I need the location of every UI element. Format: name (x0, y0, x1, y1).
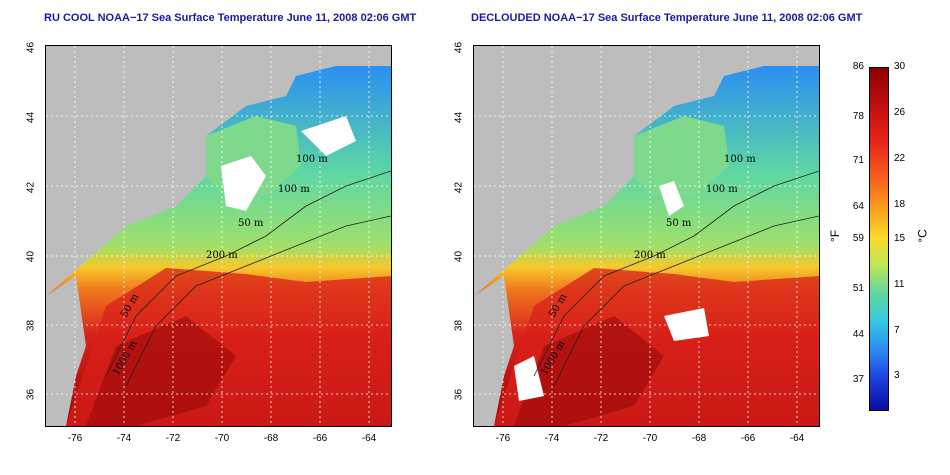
colorbar-fahrenheit-tick: 51 (852, 283, 864, 294)
lon-tick: -72 (593, 433, 609, 444)
lon-tick: -74 (544, 433, 560, 444)
isobath-label: 100 m (296, 154, 328, 165)
colorbar-fahrenheit-tick: 37 (852, 374, 864, 385)
colorbar-celsius-tick: 15 (894, 233, 906, 244)
isobath-label: 100 m (706, 184, 738, 195)
lon-tick: -68 (263, 433, 279, 444)
lat-tick: 36 (25, 388, 37, 401)
lon-tick: -74 (116, 433, 132, 444)
lat-tick: 40 (453, 250, 465, 263)
isobath-label: 200 m (634, 250, 666, 261)
fahrenheit-unit-label: °F (828, 229, 843, 243)
lon-tick: -66 (312, 433, 328, 444)
colorbar-fahrenheit-tick: 59 (852, 233, 864, 244)
lat-tick: 36 (453, 388, 465, 401)
lon-tick: -72 (165, 433, 181, 444)
colorbar-celsius-tick: 11 (894, 279, 905, 290)
temperature-colorbar (869, 67, 889, 411)
lon-tick: -64 (361, 433, 377, 444)
colorbar-celsius-tick: 18 (894, 199, 906, 210)
lat-tick: 38 (453, 319, 465, 332)
lat-tick: 46 (25, 41, 37, 54)
isobath-label: 50 m (666, 218, 692, 229)
right-map-title: DECLOUDED NOAA−17 Sea Surface Temperatur… (471, 12, 863, 24)
colorbar-celsius-tick: 30 (894, 61, 906, 72)
colorbar-fahrenheit-tick: 71 (852, 155, 864, 166)
colorbar-celsius-tick: 26 (894, 107, 906, 118)
lon-tick: -70 (642, 433, 658, 444)
isobath-label: 50 m (238, 218, 264, 229)
colorbar-celsius-tick: 3 (894, 370, 900, 381)
celsius-unit-label: °C (915, 229, 930, 243)
lon-tick: -76 (495, 433, 511, 444)
isobath-label: 100 m (724, 154, 756, 165)
isobath-label: 200 m (206, 250, 238, 261)
colorbar-fahrenheit-tick: 64 (852, 201, 864, 212)
lat-tick: 42 (25, 181, 37, 194)
lat-tick: 40 (25, 250, 37, 263)
lon-tick: -70 (214, 433, 230, 444)
left-sst-image: 100 m 100 m 50 m 200 m 50 m 1000 m (46, 46, 391, 426)
right-sst-image: 100 m 100 m 50 m 200 m 50 m 1000 m (474, 46, 819, 426)
colorbar-fahrenheit-tick: 86 (852, 61, 864, 72)
lat-tick: 46 (453, 41, 465, 54)
lon-tick: -76 (67, 433, 83, 444)
colorbar-celsius-tick: 22 (894, 153, 906, 164)
lon-tick: -66 (740, 433, 756, 444)
lat-tick: 38 (25, 319, 37, 332)
colorbar-celsius-tick: 7 (894, 325, 900, 336)
left-map-title: RU COOL NOAA−17 Sea Surface Temperature … (44, 12, 417, 24)
right-sst-map: 100 m 100 m 50 m 200 m 50 m 1000 m (473, 45, 820, 427)
isobath-label: 100 m (278, 184, 310, 195)
colorbar-fahrenheit-tick: 78 (852, 111, 864, 122)
lat-tick: 44 (453, 111, 465, 124)
lat-tick: 42 (453, 181, 465, 194)
lat-tick: 44 (25, 111, 37, 124)
lon-tick: -64 (789, 433, 805, 444)
colorbar-fahrenheit-tick: 44 (852, 329, 864, 340)
lon-tick: -68 (691, 433, 707, 444)
left-sst-map: 100 m 100 m 50 m 200 m 50 m 1000 m (45, 45, 392, 427)
